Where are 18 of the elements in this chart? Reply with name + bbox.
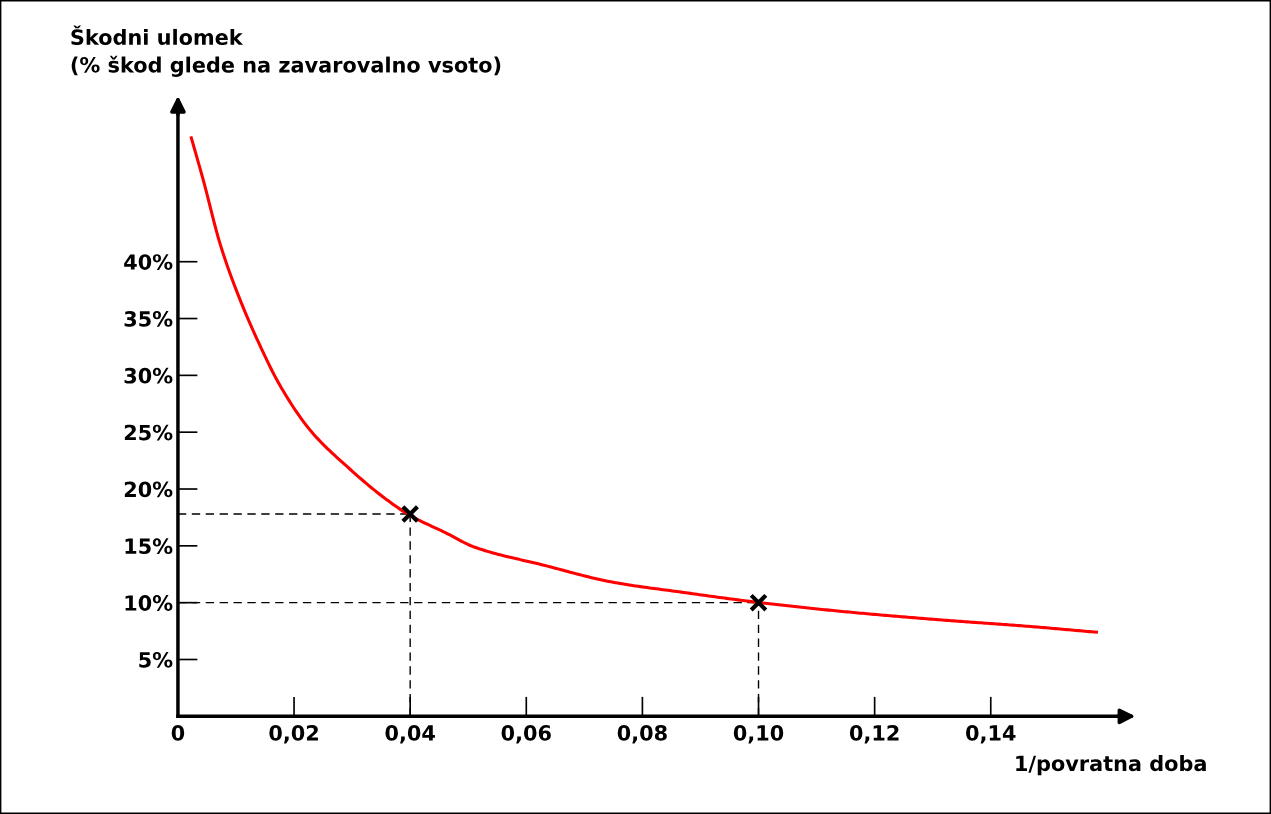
y-tick-label: 5% [139, 651, 173, 668]
x-tick-label: 0,12 [849, 725, 899, 744]
x-tick-label: 0,02 [269, 725, 318, 744]
y-tick-label: 35% [124, 310, 173, 327]
y-tick-label: 25% [124, 424, 173, 441]
x-tick-label: 0,04 [385, 725, 435, 744]
x-tick-label: 0,14 [966, 725, 1016, 744]
x-tick-label: 0 [171, 725, 185, 741]
y-tick-label: 30% [124, 367, 173, 384]
y-tick-label: 20% [124, 481, 173, 498]
x-tick-label: 0,08 [617, 725, 667, 744]
y-tick-label: 10% [125, 595, 173, 611]
x-tick-label: 0,06 [501, 725, 551, 744]
y-tick-label: 40% [124, 254, 173, 270]
y-tick-label: 15% [125, 538, 173, 555]
x-axis-title: 1/povratna doba [1016, 755, 1206, 776]
y-axis-title: Škodni ulomek (% škod glede na zavarovalno vsoto) [71, 25, 501, 77]
x-tick-label: 0,10 [733, 725, 784, 744]
